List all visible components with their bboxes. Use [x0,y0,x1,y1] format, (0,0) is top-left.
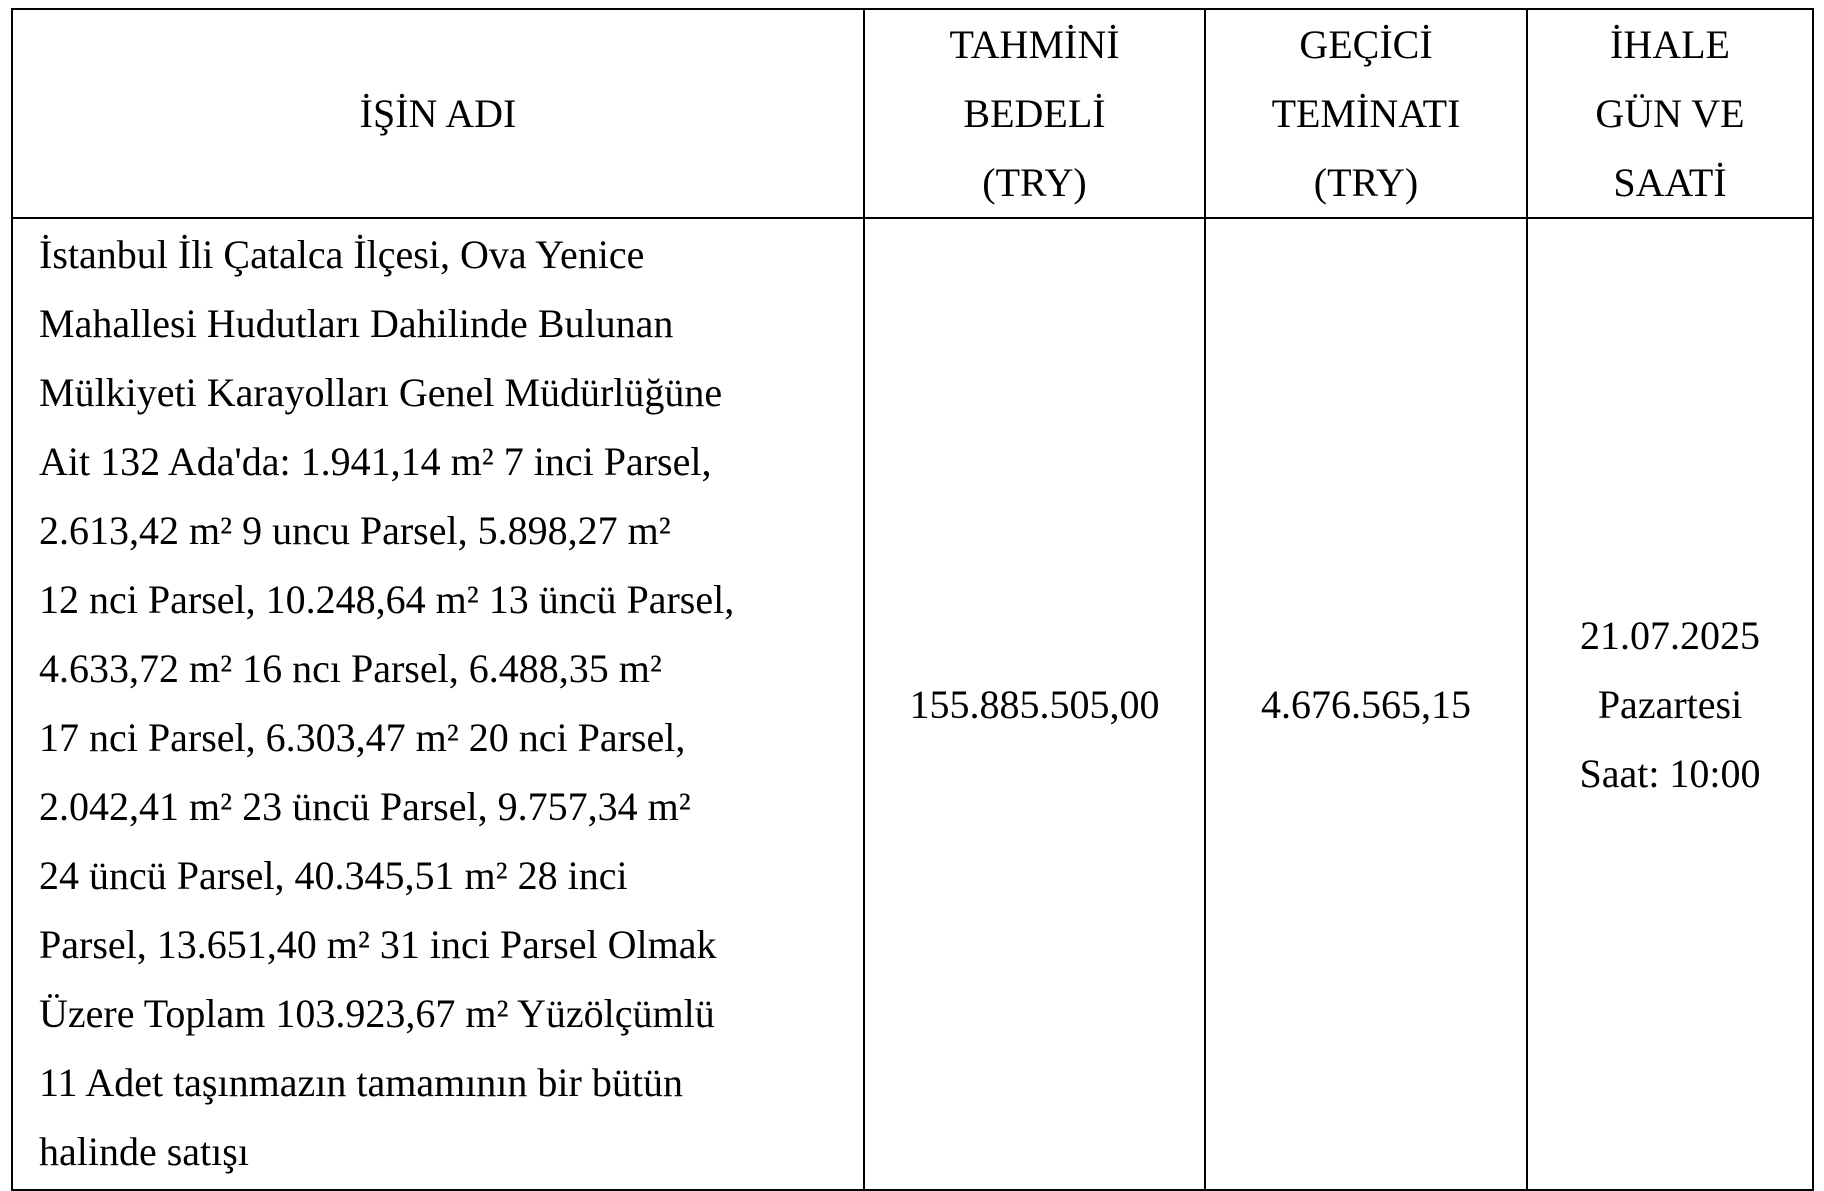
description-line: 17 nci Parsel, 6.303,47 m² 20 nci Parsel… [39,715,686,760]
header-text: GÜN VE [1595,91,1745,136]
estimated-price-cell: 155.885.505,00 [863,217,1206,1191]
tender-time: Saat: 10:00 [1579,750,1761,796]
header-text: TAHMİNİ [949,22,1120,67]
header-text: TEMİNATI [1271,91,1461,136]
job-description-cell: İstanbul İli Çatalca İlçesi, Ova Yenice M… [11,217,865,1191]
description-line: halinde satışı [39,1129,249,1174]
description-line: Ait 132 Ada'da: 1.941,14 m² 7 inci Parse… [39,439,712,484]
description-line: 4.633,72 m² 16 ncı Parsel, 6.488,35 m² [39,646,662,691]
header-text: SAATİ [1613,160,1727,205]
header-job-name: İŞİN ADI [11,8,865,219]
description-line: 24 üncü Parsel, 40.345,51 m² 28 inci [39,853,628,898]
description-line: Mahallesi Hudutları Dahilinde Bulunan [39,301,674,346]
description-line: 12 nci Parsel, 10.248,64 m² 13 üncü Pars… [39,577,735,622]
description-line: İstanbul İli Çatalca İlçesi, Ova Yenice [39,232,645,277]
description-line: 2.613,42 m² 9 uncu Parsel, 5.898,27 m² [39,508,671,553]
header-text: İHALE [1610,22,1730,67]
header-text: BEDELİ [963,91,1106,136]
header-temporary-guarantee: GEÇİCİ TEMİNATI (TRY) [1204,8,1528,219]
description-line: 2.042,41 m² 23 üncü Parsel, 9.757,34 m² [39,784,691,829]
tender-date-cell: 21.07.2025 Pazartesi Saat: 10:00 [1526,217,1814,1191]
tender-table: İŞİN ADI TAHMİNİ BEDELİ (TRY) GEÇİCİ TEM… [11,8,1814,1191]
tender-date: 21.07.2025 [1580,612,1760,658]
header-tender-date: İHALE GÜN VE SAATİ [1526,8,1814,219]
description-line: 11 Adet taşınmazın tamamının bir bütün [39,1060,683,1105]
header-text: (TRY) [982,160,1087,205]
temporary-guarantee: 4.676.565,15 [1261,681,1471,727]
description-line: Üzere Toplam 103.923,67 m² Yüzölçümlü [39,991,715,1036]
estimated-price: 155.885.505,00 [909,681,1160,727]
description-line: Parsel, 13.651,40 m² 31 inci Parsel Olma… [39,922,717,967]
temporary-guarantee-cell: 4.676.565,15 [1204,217,1528,1191]
header-text: (TRY) [1313,160,1419,205]
description-line: Mülkiyeti Karayolları Genel Müdürlüğüne [39,370,723,415]
tender-day: Pazartesi [1597,681,1743,727]
table-row: İstanbul İli Çatalca İlçesi, Ova Yenice M… [11,217,1814,1191]
header-estimated-price: TAHMİNİ BEDELİ (TRY) [863,8,1206,219]
header-row: İŞİN ADI TAHMİNİ BEDELİ (TRY) GEÇİCİ TEM… [11,8,1814,219]
header-text: GEÇİCİ [1299,22,1433,67]
header-text: İŞİN ADI [359,91,517,136]
